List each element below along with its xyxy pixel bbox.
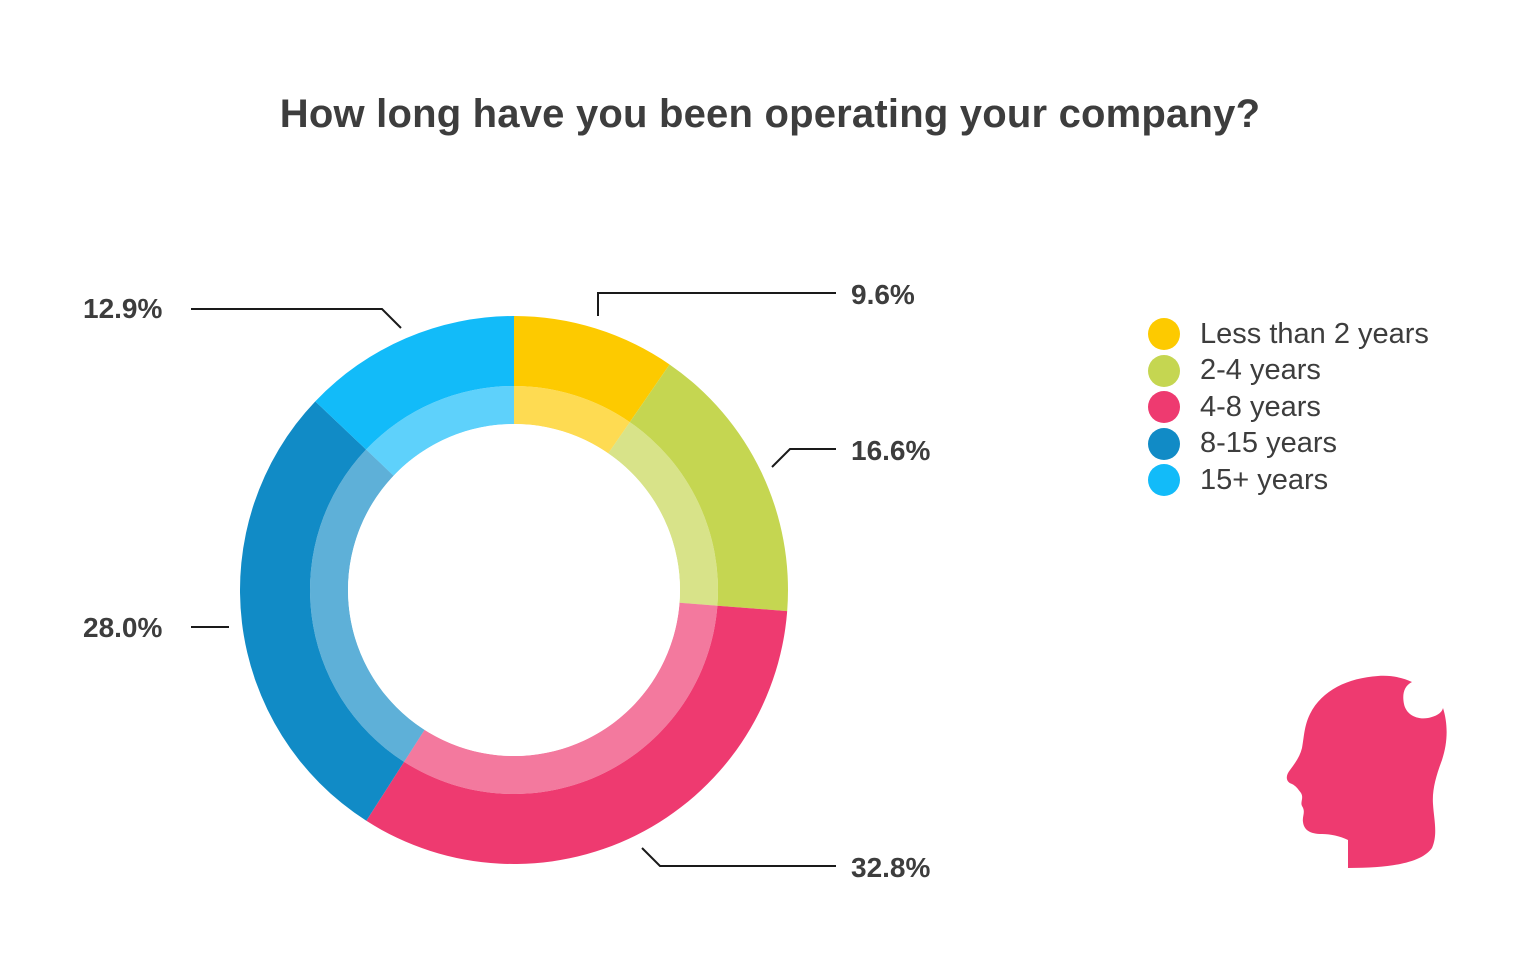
slice-value-label: 16.6% [851, 435, 931, 466]
slice-value-label: 28.0% [83, 612, 163, 643]
slice-value-label: 32.8% [851, 852, 931, 883]
donut-slice-outer [629, 364, 788, 612]
donut-slice-outer [366, 605, 788, 864]
slice-value-label: 9.6% [851, 279, 915, 310]
legend-item: 4-8 years [1148, 389, 1429, 426]
donut-slice-outer [514, 316, 670, 423]
legend-item: 15+ years [1148, 462, 1429, 499]
leader-line [771, 448, 836, 468]
legend-swatch [1148, 354, 1180, 387]
leader-line [641, 847, 836, 867]
legend-item: 2-4 years [1148, 353, 1429, 390]
legend-item: Less than 2 years [1148, 316, 1429, 353]
legend-label: 15+ years [1200, 463, 1329, 496]
legend-label: Less than 2 years [1200, 317, 1429, 350]
donut-slice-inner [608, 422, 718, 606]
legend-item: 8-15 years [1148, 426, 1429, 463]
legend-swatch [1148, 427, 1180, 460]
legend-label: 2-4 years [1200, 354, 1321, 387]
donut-slice-outer [315, 316, 514, 450]
chart-title: How long have you been operating your co… [279, 92, 1261, 136]
legend-swatch [1148, 318, 1180, 351]
leader-line [191, 308, 402, 329]
legend: Less than 2 years 2-4 years 4-8 years 8-… [1148, 316, 1429, 499]
human-head-profile-icon [1286, 675, 1447, 868]
donut-slice-inner [366, 386, 514, 476]
donut-slice-outer [239, 401, 405, 821]
legend-swatch [1148, 391, 1180, 424]
legend-label: 4-8 years [1200, 390, 1321, 423]
donut-slice-inner [310, 449, 425, 762]
slice-value-label: 12.9% [83, 293, 163, 324]
legend-swatch [1148, 464, 1180, 497]
donut-slice-inner [514, 386, 630, 454]
leader-line [597, 292, 836, 316]
donut-slice-inner [404, 602, 718, 794]
legend-label: 8-15 years [1200, 427, 1338, 460]
